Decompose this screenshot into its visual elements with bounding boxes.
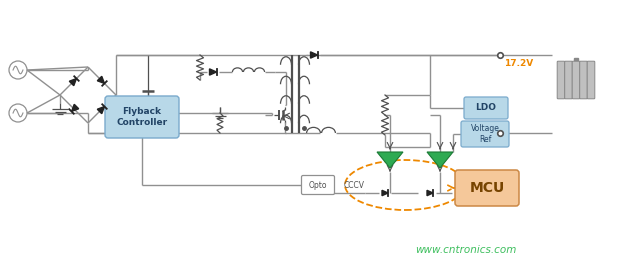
Polygon shape: [427, 152, 453, 168]
Text: MCU: MCU: [469, 181, 504, 195]
FancyBboxPatch shape: [105, 96, 179, 138]
Polygon shape: [98, 76, 104, 83]
Text: LDO: LDO: [476, 104, 496, 113]
Polygon shape: [209, 69, 216, 75]
FancyBboxPatch shape: [301, 175, 334, 195]
Text: Opto: Opto: [309, 180, 328, 189]
FancyBboxPatch shape: [455, 170, 519, 206]
FancyBboxPatch shape: [580, 61, 587, 99]
Polygon shape: [427, 190, 433, 196]
Text: 17.2V: 17.2V: [504, 59, 533, 68]
FancyBboxPatch shape: [464, 97, 508, 119]
Polygon shape: [311, 52, 318, 58]
Text: www.cntronics.com: www.cntronics.com: [415, 245, 516, 255]
FancyBboxPatch shape: [461, 121, 509, 147]
Text: CCCV: CCCV: [344, 182, 365, 191]
FancyBboxPatch shape: [588, 61, 595, 99]
Polygon shape: [69, 78, 76, 86]
FancyBboxPatch shape: [558, 61, 565, 99]
Polygon shape: [98, 107, 104, 114]
Text: Flyback
Controller: Flyback Controller: [116, 107, 168, 127]
FancyBboxPatch shape: [572, 61, 580, 99]
Polygon shape: [377, 152, 403, 168]
Text: Voltage
Ref: Voltage Ref: [471, 124, 499, 144]
Polygon shape: [382, 190, 388, 196]
Polygon shape: [71, 104, 79, 112]
FancyBboxPatch shape: [565, 61, 572, 99]
